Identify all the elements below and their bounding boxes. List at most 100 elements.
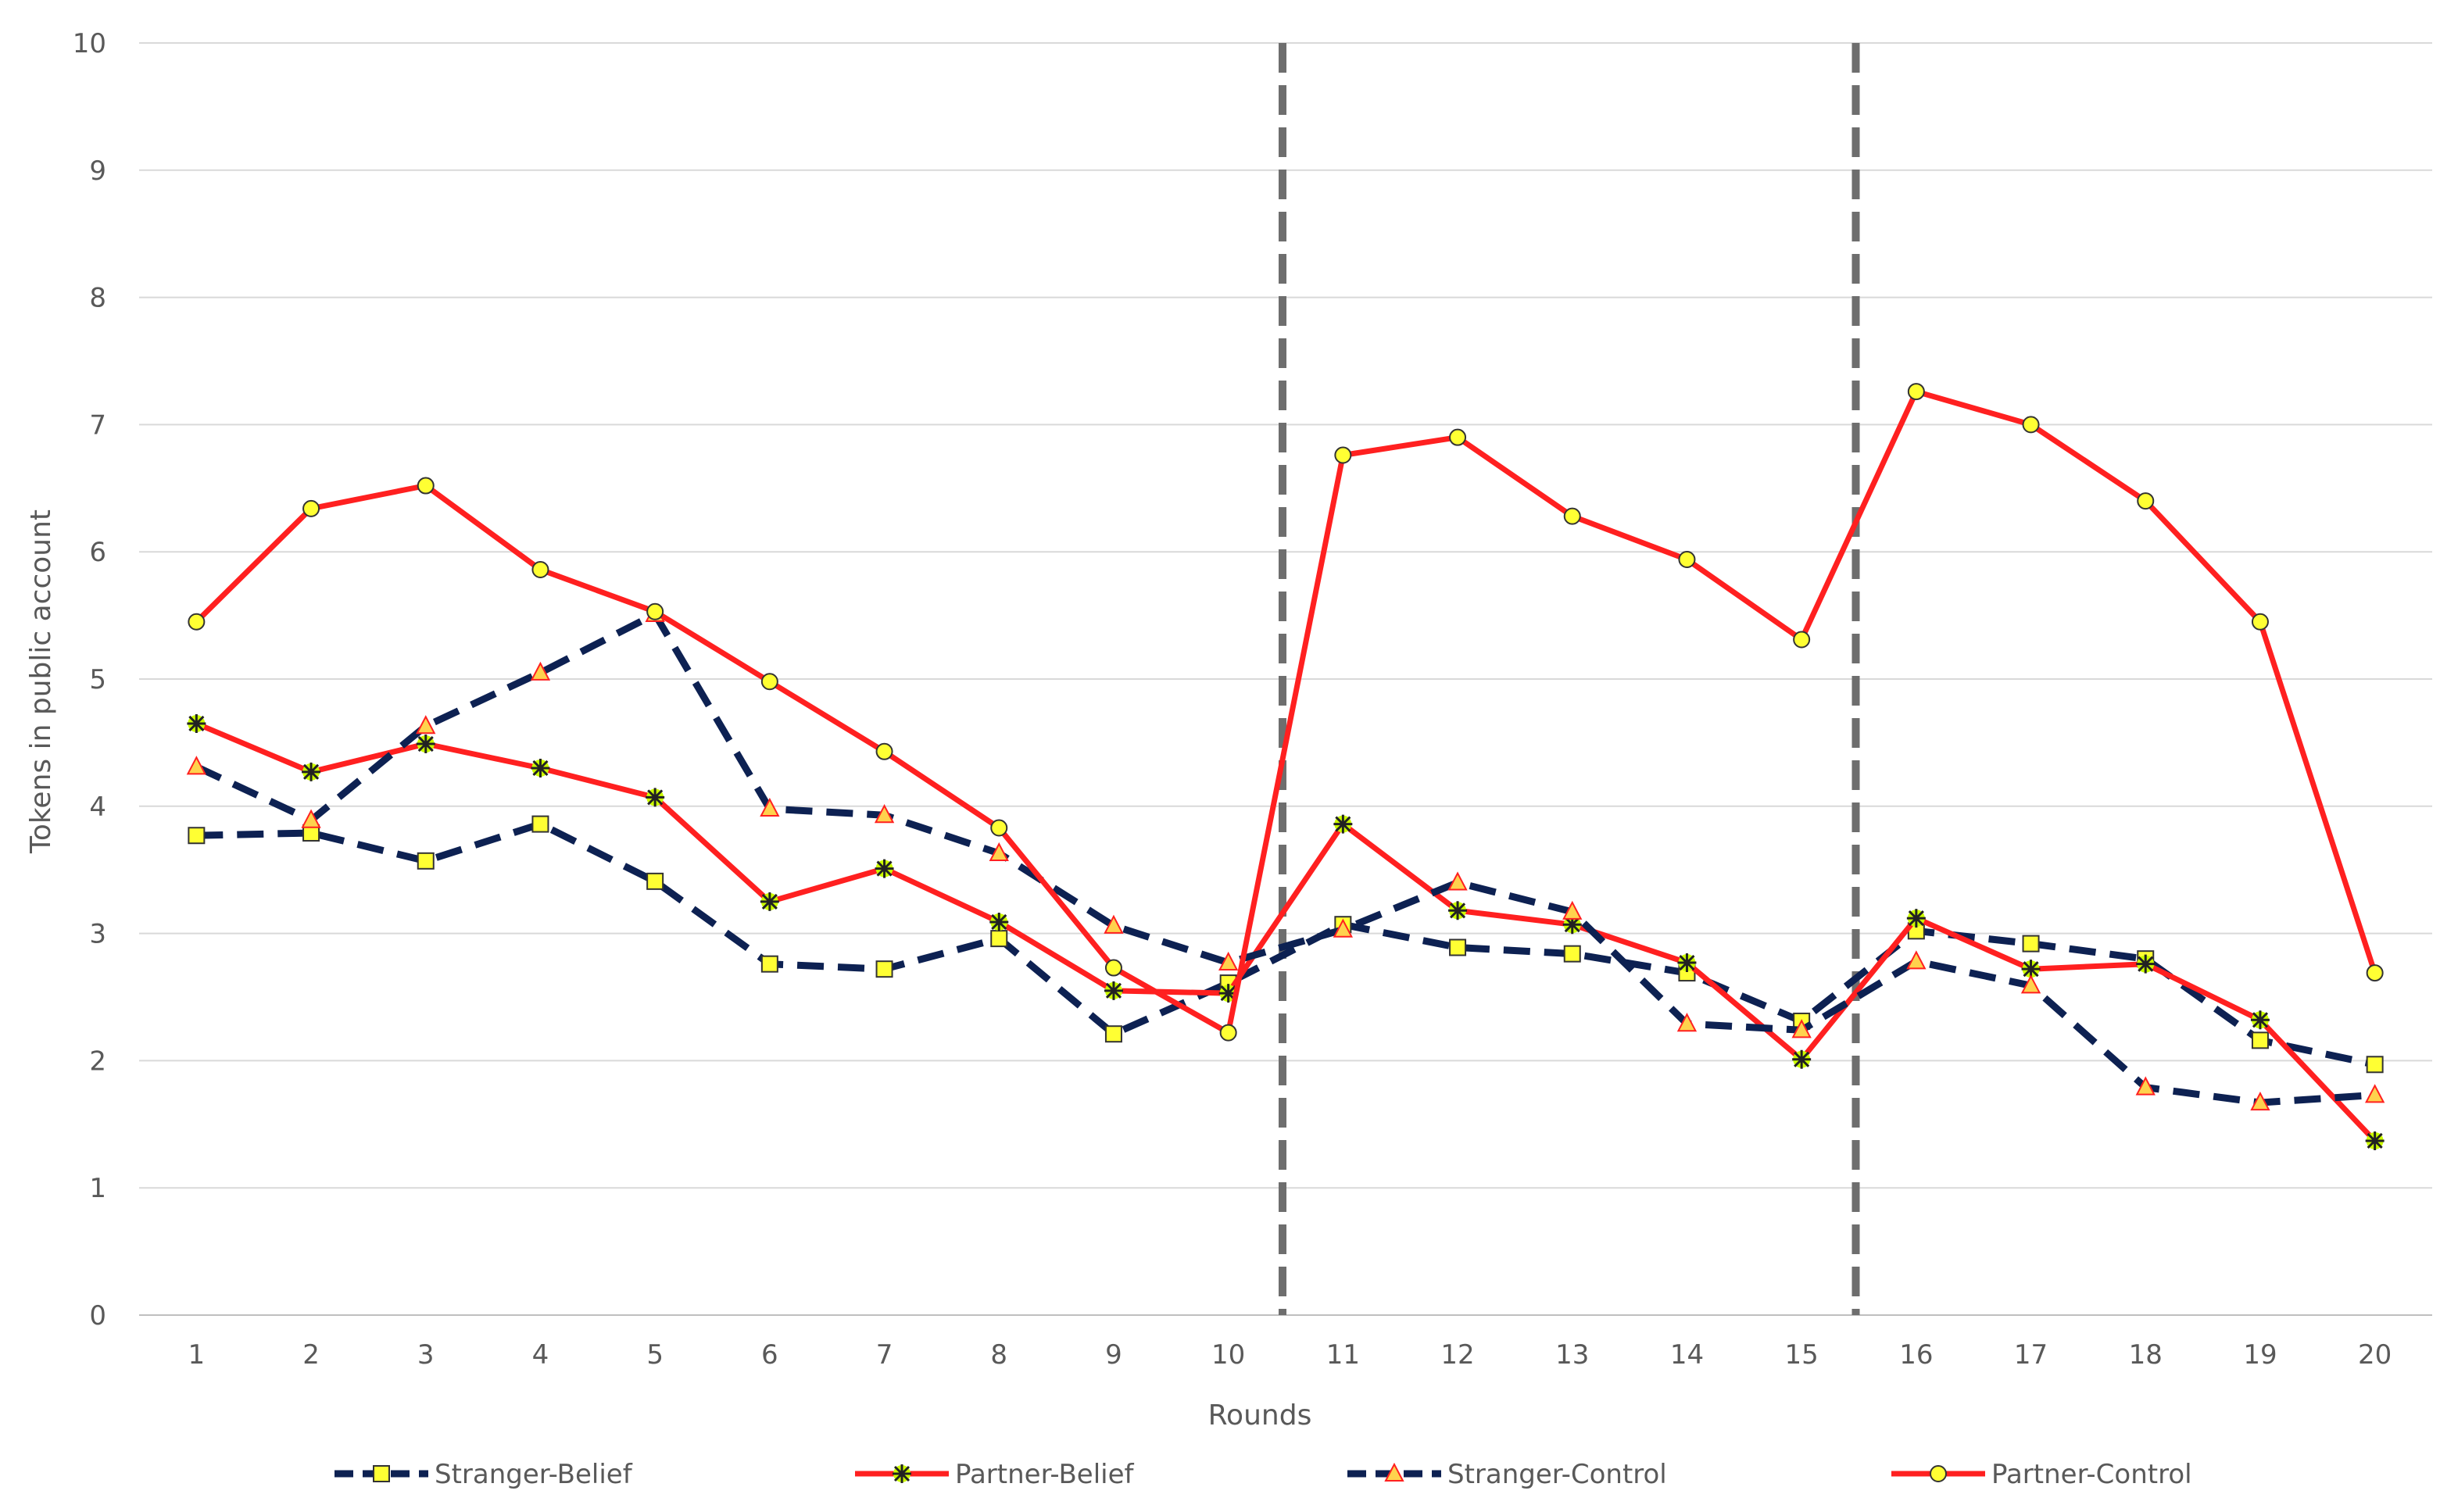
point-partner-control-round-2 xyxy=(302,499,320,517)
point-partner-belief-round-6 xyxy=(760,892,779,911)
point-partner-belief-round-6-star xyxy=(760,892,779,911)
point-partner-belief-round-1-star xyxy=(187,713,206,733)
legend-marker-partner-belief-star xyxy=(893,1464,911,1483)
point-partner-control-round-6 xyxy=(760,673,778,691)
point-stranger-control-round-17 xyxy=(2020,974,2041,994)
y-tick-label-8: 8 xyxy=(89,283,106,314)
y-tick-label-6: 6 xyxy=(89,537,106,568)
y-tick-label-10: 10 xyxy=(73,28,106,59)
point-partner-belief-round-18-star xyxy=(2136,954,2156,974)
point-partner-control-round-8 xyxy=(990,819,1008,837)
x-tick-label-8: 8 xyxy=(990,1339,1007,1371)
point-partner-control-round-11 xyxy=(1334,446,1352,464)
point-stranger-belief-round-3 xyxy=(417,852,435,870)
series-line-partner-control xyxy=(194,388,2377,1036)
point-stranger-belief-round-17 xyxy=(2022,935,2040,953)
point-stranger-belief-round-1 xyxy=(188,827,206,845)
x-tick-label-18: 18 xyxy=(2129,1339,2163,1371)
point-partner-belief-round-16 xyxy=(1906,909,1926,928)
point-partner-control-round-18 xyxy=(2137,492,2155,510)
legend-item-stranger-control: Stranger-Control xyxy=(1347,1459,1667,1490)
series-line-partner-belief xyxy=(195,720,2377,1143)
point-partner-belief-round-2-star xyxy=(302,762,321,781)
point-partner-control-round-1 xyxy=(188,613,206,631)
x-tick-label-6: 6 xyxy=(761,1339,778,1371)
point-partner-belief-round-7 xyxy=(875,859,894,878)
point-stranger-control-round-13 xyxy=(1562,900,1583,920)
x-tick-label-7: 7 xyxy=(876,1339,893,1371)
point-partner-control-round-4 xyxy=(531,560,549,578)
x-tick-label-5: 5 xyxy=(646,1339,664,1371)
y-tick-label-4: 4 xyxy=(89,792,106,823)
point-stranger-belief-round-13 xyxy=(1563,945,1581,963)
point-stranger-belief-round-19 xyxy=(2251,1031,2269,1049)
point-partner-belief-round-17 xyxy=(2021,960,2041,979)
point-stranger-control-round-16 xyxy=(1906,950,1927,970)
point-stranger-control-round-15 xyxy=(1791,1019,1812,1038)
series-partner-belief xyxy=(187,713,2385,1150)
point-partner-belief-round-3-star xyxy=(416,735,435,754)
point-partner-belief-round-4-star xyxy=(531,758,550,777)
legend-label-stranger-control: Stranger-Control xyxy=(1447,1459,1667,1490)
x-tick-label-9: 9 xyxy=(1105,1339,1122,1371)
point-stranger-belief-round-5 xyxy=(646,872,664,890)
x-tick-label-14: 14 xyxy=(1670,1339,1704,1371)
point-stranger-control-round-18 xyxy=(2135,1076,2156,1096)
phase-dividers xyxy=(1279,43,1860,1315)
point-partner-belief-round-15-star xyxy=(1792,1049,1812,1069)
series-stranger-belief xyxy=(188,815,2384,1074)
point-stranger-belief-round-7 xyxy=(875,960,893,978)
point-partner-belief-round-5-star xyxy=(646,788,665,807)
point-partner-control-round-9 xyxy=(1104,959,1122,977)
series-group xyxy=(186,383,2385,1150)
series-partner-control xyxy=(188,383,2384,1042)
point-partner-control-round-13 xyxy=(1563,507,1581,525)
point-partner-belief-round-20 xyxy=(2365,1131,2385,1150)
series-line-stranger-belief xyxy=(196,820,2376,1068)
legend-marker-partner-control xyxy=(1930,1465,1947,1482)
point-stranger-control-round-4 xyxy=(530,661,551,681)
point-stranger-control-round-19 xyxy=(2250,1091,2270,1111)
point-stranger-control-round-10 xyxy=(1218,951,1239,971)
legend-label-partner-belief: Partner-Belief xyxy=(955,1459,1135,1490)
legend-label-stranger-belief: Stranger-Belief xyxy=(435,1459,633,1490)
point-stranger-control-round-11 xyxy=(1333,918,1354,938)
point-partner-belief-round-13 xyxy=(1562,915,1582,935)
point-stranger-belief-round-12 xyxy=(1449,938,1467,956)
point-partner-belief-round-13-star xyxy=(1562,915,1582,935)
point-partner-belief-round-18 xyxy=(2136,954,2156,974)
x-tick-label-15: 15 xyxy=(1785,1339,1819,1371)
point-stranger-control-round-1 xyxy=(186,756,207,775)
point-stranger-belief-round-6 xyxy=(760,955,778,973)
legend-item-partner-belief: Partner-Belief xyxy=(855,1459,1135,1490)
point-stranger-control-round-9 xyxy=(1104,914,1124,934)
point-partner-belief-round-9 xyxy=(1104,981,1123,1000)
point-stranger-belief-round-9 xyxy=(1104,1025,1122,1043)
x-axis-title: Rounds xyxy=(1208,1399,1312,1432)
y-tick-label-7: 7 xyxy=(89,409,106,441)
legend-marker-partner-belief xyxy=(893,1464,911,1483)
point-partner-belief-round-3 xyxy=(416,735,435,754)
point-partner-belief-round-11-star xyxy=(1333,814,1353,834)
point-stranger-control-round-3 xyxy=(416,715,436,735)
x-tick-label-11: 11 xyxy=(1326,1339,1360,1371)
point-partner-belief-round-9-star xyxy=(1104,981,1123,1000)
point-partner-belief-round-16-star xyxy=(1906,909,1926,928)
point-partner-belief-round-14-star xyxy=(1677,953,1697,973)
point-partner-belief-round-8 xyxy=(989,912,1009,931)
y-tick-label-1: 1 xyxy=(89,1173,106,1204)
legend-marker-stranger-control xyxy=(1384,1462,1404,1482)
point-partner-control-round-7 xyxy=(875,742,893,760)
point-partner-control-round-14 xyxy=(1678,550,1696,568)
point-partner-belief-round-10-star xyxy=(1218,984,1238,1003)
point-partner-belief-round-11 xyxy=(1333,814,1353,834)
point-stranger-belief-round-4 xyxy=(531,815,549,833)
x-tick-label-13: 13 xyxy=(1555,1339,1589,1371)
point-partner-control-round-19 xyxy=(2251,613,2269,631)
point-stranger-control-round-2 xyxy=(301,809,321,828)
legend-item-partner-control: Partner-Control xyxy=(1891,1459,2192,1490)
point-partner-belief-round-12-star xyxy=(1448,901,1468,920)
point-partner-control-round-10 xyxy=(1219,1024,1237,1042)
legend-label-partner-control: Partner-Control xyxy=(1991,1459,2192,1490)
